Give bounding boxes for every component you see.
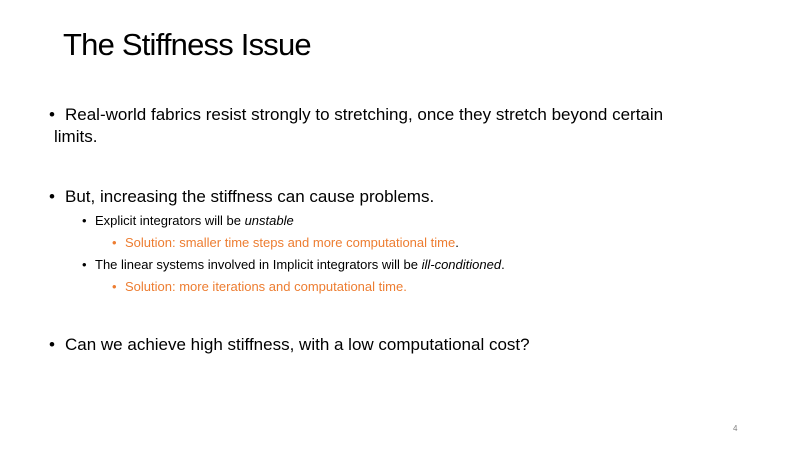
solution-dot: • [112, 279, 117, 294]
sub-bullet-implicit-prefix: The linear systems involved in Implicit … [95, 257, 422, 272]
sub-bullet-explicit-prefix: Explicit integrators will be [95, 213, 245, 228]
sub-bullet-explicit-text: Explicit integrators will be unstable [95, 212, 294, 230]
solution-dot: • [112, 235, 117, 250]
slide-title: The Stiffness Issue [63, 27, 312, 62]
sub-bullet-implicit-text: The linear systems involved in Implicit … [95, 256, 505, 274]
bullet-3-text: Can we achieve high stiffness, with a lo… [65, 335, 530, 354]
sub-bullet-explicit-emphasis: unstable [244, 213, 294, 228]
bullet-dot: • [49, 105, 55, 124]
bullet-dot: • [49, 335, 55, 354]
solution-explicit-period: . [455, 235, 459, 250]
solution-explicit-text: Solution: smaller time steps and more co… [125, 234, 459, 252]
bullet-2-text: But, increasing the stiffness can cause … [65, 187, 435, 206]
bullet-1-line-1: Real-world fabrics resist strongly to st… [65, 105, 664, 124]
sub-bullet-implicit-suffix: . [501, 257, 505, 272]
solution-implicit-text: Solution: more iterations and computatio… [125, 279, 407, 294]
sub-bullet-dot: • [82, 257, 87, 272]
bullet-1-line-2: limits. [54, 127, 98, 146]
bullet-dot: • [49, 187, 55, 206]
sub-bullet-implicit-emphasis: ill-conditioned [421, 257, 502, 272]
solution-explicit-main: Solution: smaller time steps and more co… [125, 235, 456, 250]
sub-bullet-dot: • [82, 213, 87, 228]
page-number: 4 [733, 424, 738, 433]
